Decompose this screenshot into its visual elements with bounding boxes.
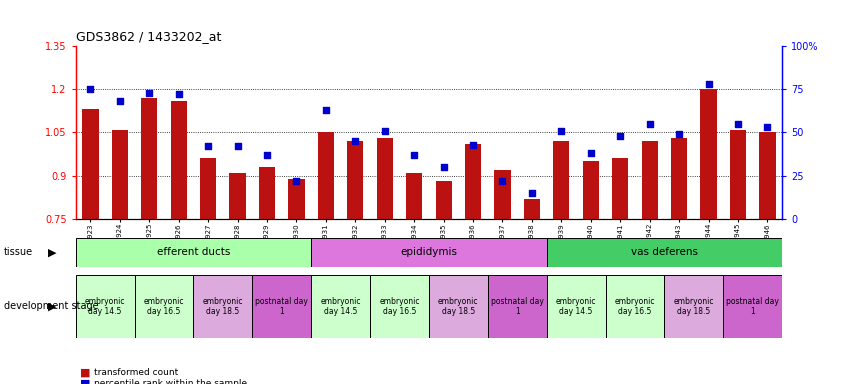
Point xyxy=(555,127,569,134)
Point xyxy=(495,178,509,184)
Text: percentile rank within the sample: percentile rank within the sample xyxy=(94,379,247,384)
Bar xyxy=(730,129,746,219)
Bar xyxy=(436,182,452,219)
Point xyxy=(319,107,332,113)
Bar xyxy=(723,275,782,338)
Bar xyxy=(495,170,510,219)
Text: ■: ■ xyxy=(80,367,90,377)
Bar xyxy=(76,238,311,267)
Point xyxy=(613,133,627,139)
Text: embryonic
day 16.5: embryonic day 16.5 xyxy=(379,296,420,316)
Bar xyxy=(141,98,157,219)
Bar xyxy=(377,138,393,219)
Bar xyxy=(259,167,275,219)
Point xyxy=(378,127,391,134)
Text: tissue: tissue xyxy=(4,247,34,258)
Text: postnatal day
1: postnatal day 1 xyxy=(727,296,779,316)
Text: development stage: development stage xyxy=(4,301,99,311)
Text: GDS3862 / 1433202_at: GDS3862 / 1433202_at xyxy=(76,30,221,43)
Bar xyxy=(311,238,547,267)
Text: postnatal day
1: postnatal day 1 xyxy=(256,296,308,316)
Bar xyxy=(135,275,193,338)
Text: epididymis: epididymis xyxy=(400,247,458,258)
Point xyxy=(643,121,657,127)
Text: embryonic
day 16.5: embryonic day 16.5 xyxy=(144,296,184,316)
Point xyxy=(113,98,126,104)
Bar xyxy=(311,275,370,338)
Bar xyxy=(547,275,606,338)
Bar xyxy=(318,132,334,219)
Bar xyxy=(488,275,547,338)
Bar xyxy=(171,101,187,219)
Bar xyxy=(406,173,422,219)
Bar xyxy=(112,129,128,219)
Text: postnatal day
1: postnatal day 1 xyxy=(491,296,543,316)
Text: vas deferens: vas deferens xyxy=(631,247,698,258)
Bar xyxy=(230,173,246,219)
Point xyxy=(201,143,214,149)
Point xyxy=(466,142,479,148)
Bar xyxy=(193,275,252,338)
Text: embryonic
day 18.5: embryonic day 18.5 xyxy=(438,296,479,316)
Bar xyxy=(671,138,687,219)
Bar xyxy=(288,179,304,219)
Text: embryonic
day 18.5: embryonic day 18.5 xyxy=(203,296,243,316)
Text: ■: ■ xyxy=(80,378,90,384)
Text: embryonic
day 14.5: embryonic day 14.5 xyxy=(320,296,361,316)
Point xyxy=(142,90,156,96)
Bar xyxy=(701,89,717,219)
Bar xyxy=(642,141,658,219)
Bar xyxy=(664,275,723,338)
Point xyxy=(584,150,597,156)
Bar xyxy=(547,238,782,267)
Point xyxy=(407,152,420,158)
Point xyxy=(172,91,185,98)
Bar xyxy=(252,275,311,338)
Bar xyxy=(370,275,429,338)
Point xyxy=(731,121,744,127)
Bar xyxy=(606,275,664,338)
Point xyxy=(673,131,686,137)
Bar xyxy=(82,109,98,219)
Text: embryonic
day 14.5: embryonic day 14.5 xyxy=(556,296,596,316)
Point xyxy=(761,124,775,131)
Point xyxy=(437,164,451,170)
Point xyxy=(525,190,538,196)
Point xyxy=(289,178,303,184)
Bar xyxy=(76,275,135,338)
Text: efferent ducts: efferent ducts xyxy=(156,247,230,258)
Text: transformed count: transformed count xyxy=(94,368,178,377)
Point xyxy=(83,86,97,92)
Bar xyxy=(347,141,363,219)
Bar xyxy=(612,159,628,219)
Point xyxy=(230,143,244,149)
Bar xyxy=(429,275,488,338)
Bar xyxy=(465,144,481,219)
Point xyxy=(260,152,273,158)
Bar xyxy=(200,159,216,219)
Text: embryonic
day 16.5: embryonic day 16.5 xyxy=(615,296,655,316)
Bar xyxy=(553,141,569,219)
Bar xyxy=(524,199,540,219)
Point xyxy=(701,81,715,87)
Text: embryonic
day 14.5: embryonic day 14.5 xyxy=(85,296,125,316)
Text: ▶: ▶ xyxy=(48,301,56,311)
Text: embryonic
day 18.5: embryonic day 18.5 xyxy=(674,296,714,316)
Bar xyxy=(759,132,775,219)
Point xyxy=(348,138,362,144)
Text: ▶: ▶ xyxy=(48,247,56,258)
Bar xyxy=(583,161,599,219)
